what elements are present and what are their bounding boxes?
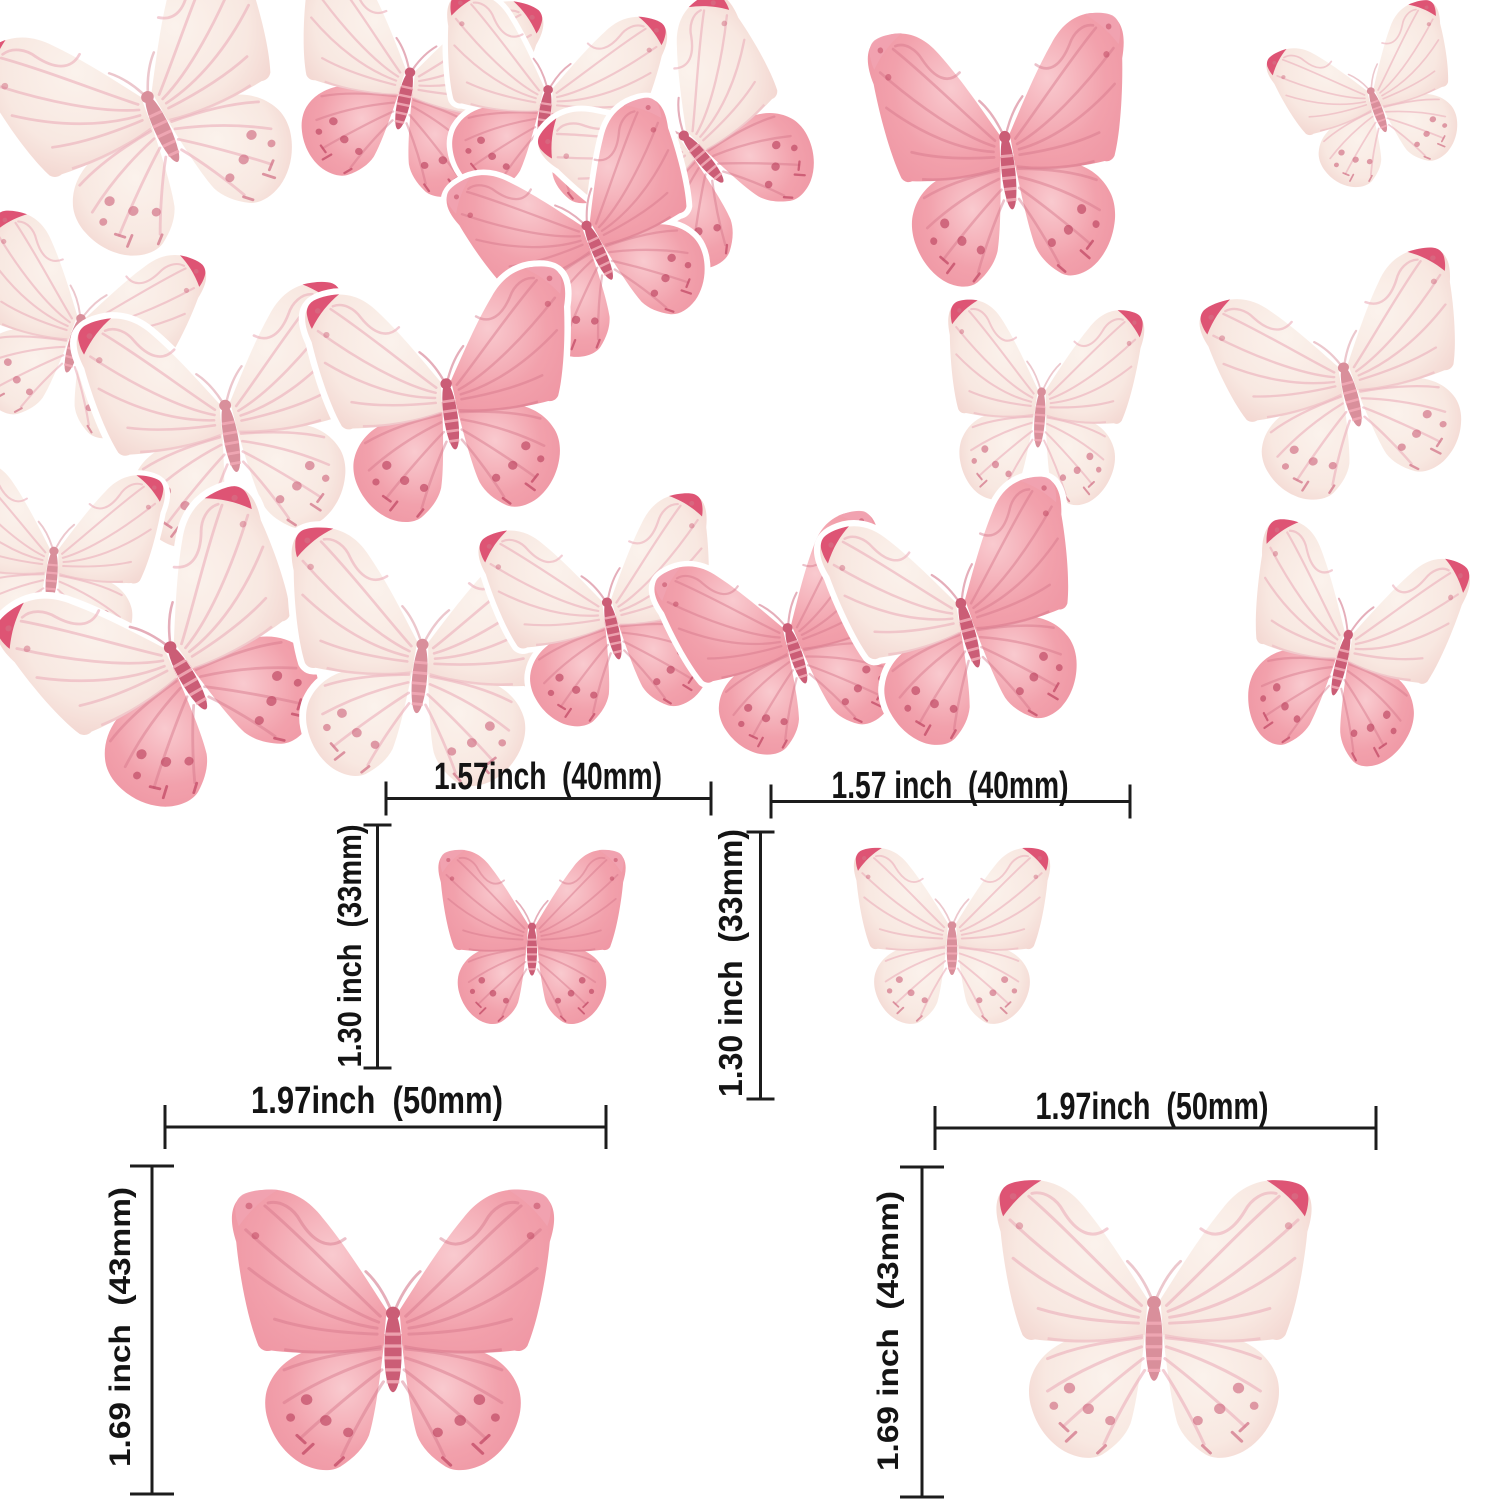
svg-text:1.69 inch (43mm): 1.69 inch (43mm): [872, 1191, 905, 1471]
svg-text:1.69 inch (43mm): 1.69 inch (43mm): [104, 1187, 137, 1467]
svg-text:1.57 inch (40mm): 1.57 inch (40mm): [832, 765, 1069, 807]
svg-text:1.97inch (50mm): 1.97inch (50mm): [1036, 1086, 1269, 1128]
svg-text:1.97inch (50mm): 1.97inch (50mm): [251, 1080, 503, 1122]
svg-text:1.30 inch (33mm): 1.30 inch (33mm): [712, 829, 749, 1097]
svg-text:1.57inch (40mm): 1.57inch (40mm): [434, 756, 662, 798]
svg-text:1.30 inch (33mm): 1.30 inch (33mm): [331, 825, 368, 1068]
